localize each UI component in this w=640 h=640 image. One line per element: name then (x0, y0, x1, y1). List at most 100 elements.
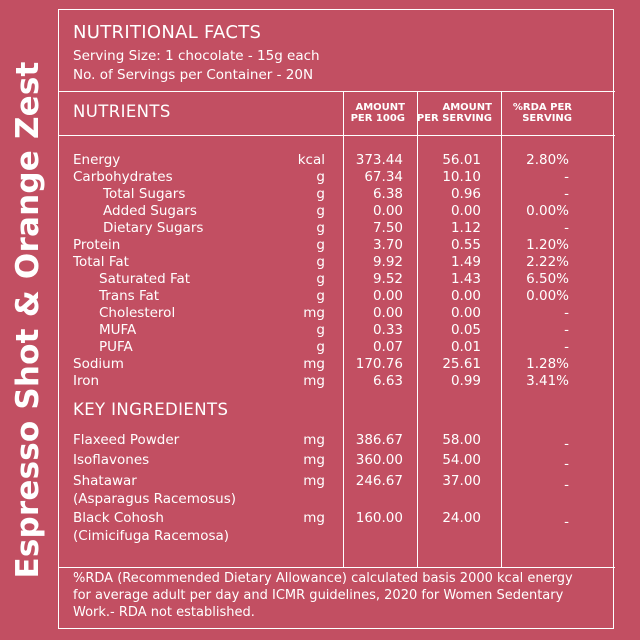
nutrient-per-serving: 1.49 (450, 254, 481, 270)
nutrient-name: Carbohydrates (73, 169, 173, 185)
nutrient-per100: 67.34 (364, 169, 403, 185)
nutrient-row: Iron mg 6.63 0.99 3.41% (59, 373, 615, 390)
nutrient-rda: 1.20% (526, 237, 569, 253)
nutrient-per100: 6.38 (372, 186, 403, 202)
nutrients-heading: NUTRIENTS (73, 102, 171, 121)
nutrient-unit: g (316, 220, 325, 236)
nutrient-row: Total Fat g 9.92 1.49 2.22% (59, 254, 615, 271)
nutrient-name: Dietary Sugars (103, 220, 204, 236)
ingredient-per-serving: 54.00 (442, 452, 481, 468)
nutrient-per100: 0.07 (372, 339, 403, 355)
nutrient-unit: g (316, 203, 325, 219)
nutrient-name: Total Fat (73, 254, 129, 270)
nutrient-row: MUFA g 0.33 0.05 - (59, 322, 615, 339)
nutrient-row: Sodium mg 170.76 25.61 1.28% (59, 356, 615, 373)
nutrient-rda: 1.28% (526, 356, 569, 372)
facts-heading: NUTRITIONAL FACTS (73, 22, 262, 43)
ingredient-unit: mg (303, 432, 325, 448)
nutrient-unit: g (316, 237, 325, 253)
ingredient-per100: 360.00 (355, 452, 403, 468)
ingredient-per100: 246.67 (355, 473, 403, 489)
ingredient-name: Shatawar (73, 473, 137, 489)
nutrient-row: Cholesterol mg 0.00 0.00 - (59, 305, 615, 322)
nutrient-name: PUFA (99, 339, 133, 355)
servings-per-container: No. of Servings per Container - 20N (73, 67, 314, 83)
nutrient-rda: 2.80% (526, 152, 569, 168)
nutrient-name: Cholesterol (99, 305, 176, 321)
ingredient-row: Isoflavones mg 360.00 54.00 - (59, 452, 615, 472)
nutrient-per100: 9.52 (372, 271, 403, 287)
ingredient-row: Shatawar (Asparagus Racemosus) mg 246.67 37.… (59, 473, 615, 507)
nutrient-unit: mg (303, 305, 325, 321)
nutrient-rda: - (564, 169, 569, 185)
nutrient-rda: 0.00% (526, 203, 569, 219)
nutrient-row: Saturated Fat g 9.52 1.43 6.50% (59, 271, 615, 288)
ingredient-per-serving: 24.00 (442, 510, 481, 526)
nutrient-per-serving: 0.01 (450, 339, 481, 355)
nutrient-unit: g (316, 169, 325, 185)
nutrient-per-serving: 0.05 (450, 322, 481, 338)
ingredient-rda: - (564, 477, 569, 493)
nutrient-name: Energy (73, 152, 121, 168)
nutrient-rda: - (564, 220, 569, 236)
nutrient-row: Total Sugars g 6.38 0.96 - (59, 186, 615, 203)
nutrient-per100: 0.00 (372, 203, 403, 219)
nutrient-per-serving: 1.12 (450, 220, 481, 236)
ingredient-per100: 160.00 (355, 510, 403, 526)
col-head-per-serving: AMOUNT PER SERVING (416, 102, 492, 124)
nutrient-per100: 9.92 (372, 254, 403, 270)
nutrient-unit: g (316, 322, 325, 338)
column-divider-3 (501, 91, 502, 567)
nutrient-unit: mg (303, 356, 325, 372)
nutrient-name: Sodium (73, 356, 124, 372)
ingredient-rda: - (564, 456, 569, 472)
nutrient-per100: 7.50 (372, 220, 403, 236)
ingredient-botanical-name: (Asparagus Racemosus) (73, 491, 237, 507)
nutrient-per100: 6.63 (372, 373, 403, 389)
ingredient-botanical-name: (Cimicifuga Racemosa) (73, 528, 230, 544)
product-name-vertical: Espresso Shot & Orange Zest (0, 0, 56, 640)
col-head-per100: AMOUNT PER 100G (350, 102, 405, 124)
ingredient-unit: mg (303, 452, 325, 468)
divider-header (59, 135, 615, 136)
ingredient-per-serving: 58.00 (442, 432, 481, 448)
nutrient-rda: - (564, 186, 569, 202)
nutrient-per100: 373.44 (355, 152, 403, 168)
nutrient-per-serving: 0.96 (450, 186, 481, 202)
nutrient-row: Carbohydrates g 67.34 10.10 - (59, 169, 615, 186)
nutrient-row: PUFA g 0.07 0.01 - (59, 339, 615, 356)
nutrient-rda: - (564, 339, 569, 355)
ingredient-per-serving: 37.00 (442, 473, 481, 489)
nutrient-row: Added Sugars g 0.00 0.00 0.00% (59, 203, 615, 220)
nutrient-name: Total Sugars (103, 186, 186, 202)
ingredient-rda: - (564, 436, 569, 452)
col-head-rda: %RDA PER SERVING (512, 102, 572, 124)
ingredient-name: Flaxeed Powder (73, 432, 180, 448)
nutrition-facts-panel: NUTRITIONAL FACTS Serving Size: 1 chocol… (58, 9, 615, 629)
product-name: Espresso Shot & Orange Zest (10, 61, 46, 579)
nutrient-unit: g (316, 288, 325, 304)
divider-top (59, 91, 615, 92)
nutrient-rda: 3.41% (526, 373, 569, 389)
nutrient-unit: g (316, 254, 325, 270)
nutrient-per100: 0.00 (372, 288, 403, 304)
nutrient-name: Added Sugars (103, 203, 197, 219)
nutrient-rda: - (564, 322, 569, 338)
ingredient-unit: mg (303, 473, 325, 489)
nutrient-rda: - (564, 305, 569, 321)
nutrient-rda: 2.22% (526, 254, 569, 270)
nutrient-unit: kcal (297, 152, 325, 168)
serving-size: Serving Size: 1 chocolate - 15g each (73, 48, 320, 64)
nutrient-row: Energy kcal 373.44 56.01 2.80% (59, 152, 615, 169)
nutrient-per100: 0.33 (372, 322, 403, 338)
nutrient-unit: g (316, 186, 325, 202)
nutrient-name: Protein (73, 237, 121, 253)
nutrient-unit: mg (303, 373, 325, 389)
nutrient-unit: g (316, 271, 325, 287)
nutrient-per-serving: 0.00 (450, 203, 481, 219)
divider-footer (59, 567, 615, 568)
column-divider-1 (343, 91, 344, 567)
nutrient-per-serving: 10.10 (442, 169, 481, 185)
ingredient-name: Black Cohosh (73, 510, 164, 526)
nutrient-row: Dietary Sugars g 7.50 1.12 - (59, 220, 615, 237)
